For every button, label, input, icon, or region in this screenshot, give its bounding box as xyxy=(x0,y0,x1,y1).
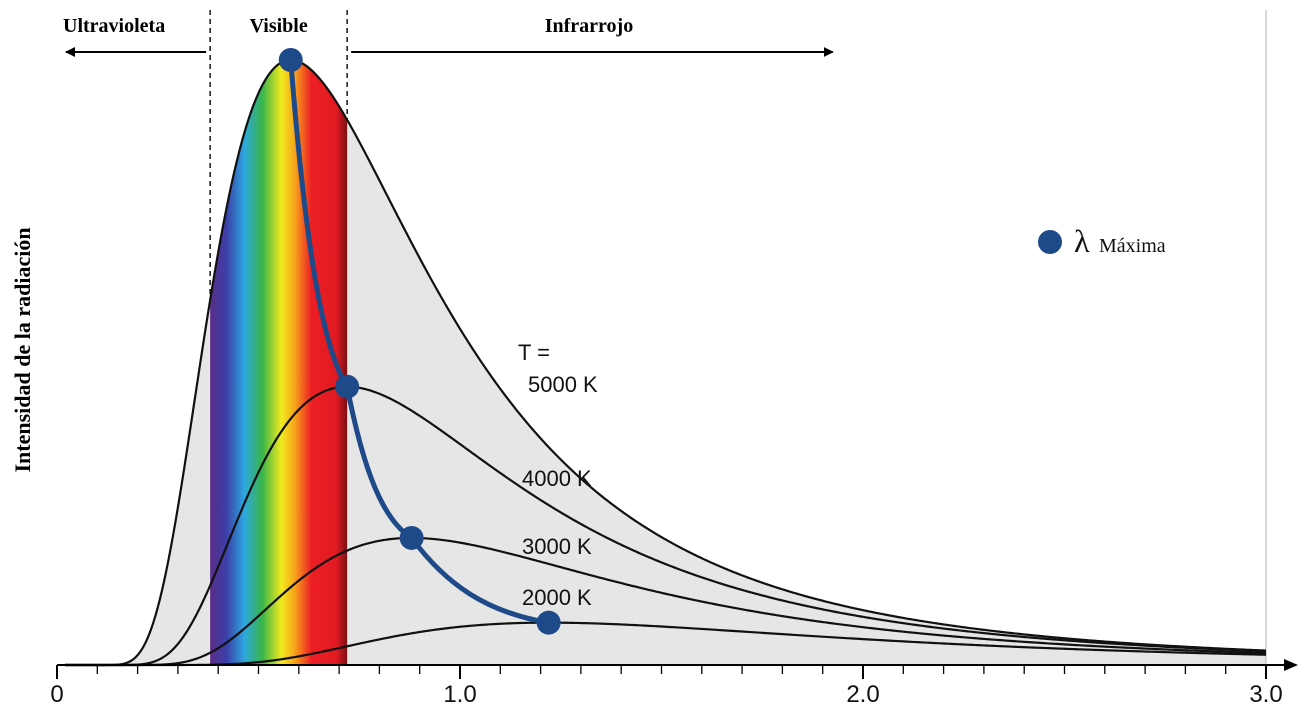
region-label-infrared: Infrarrojo xyxy=(545,15,634,37)
series-label-3000k: 3000 K xyxy=(522,534,592,559)
intensity-fill-area xyxy=(65,60,1266,665)
x-tick-label-2: 2.0 xyxy=(846,681,879,708)
legend-peak-marker xyxy=(1038,230,1062,254)
region-label-visible: Visible xyxy=(250,15,308,37)
curve-4000k xyxy=(65,385,1267,667)
curves-group xyxy=(65,58,1267,667)
legend-label: Máxima xyxy=(1099,235,1166,257)
series-label-2000k: 2000 K xyxy=(522,585,592,610)
peak-marker-3000k xyxy=(399,525,424,550)
legend-lambda-symbol: λ xyxy=(1074,223,1090,259)
region-label-ultraviolet: Ultravioleta xyxy=(63,15,165,37)
curve-3000k xyxy=(65,536,1267,667)
y-axis-label: Intensidad de la radiación xyxy=(10,227,35,472)
peak-marker-4000k xyxy=(335,374,360,399)
series-label-5000k: 5000 K xyxy=(528,372,598,397)
x-tick-label-0: 0 xyxy=(50,681,63,708)
peak-markers-group xyxy=(278,48,561,635)
x-tick-label-3: 3.0 xyxy=(1249,681,1282,708)
x-tick-label-1: 1.0 xyxy=(443,681,476,708)
peak-marker-5000k xyxy=(278,48,303,72)
curve-2000k xyxy=(65,621,1267,667)
peak-wavelength-line xyxy=(288,57,552,626)
curve-5000k xyxy=(65,58,1267,667)
x-ticks-group xyxy=(56,665,1267,679)
x-axis-arrowhead xyxy=(1284,659,1298,671)
series-label-4000k: 4000 K xyxy=(522,466,592,491)
peak-marker-2000k xyxy=(536,610,561,635)
temperature-prefix-label: T = xyxy=(518,340,550,365)
